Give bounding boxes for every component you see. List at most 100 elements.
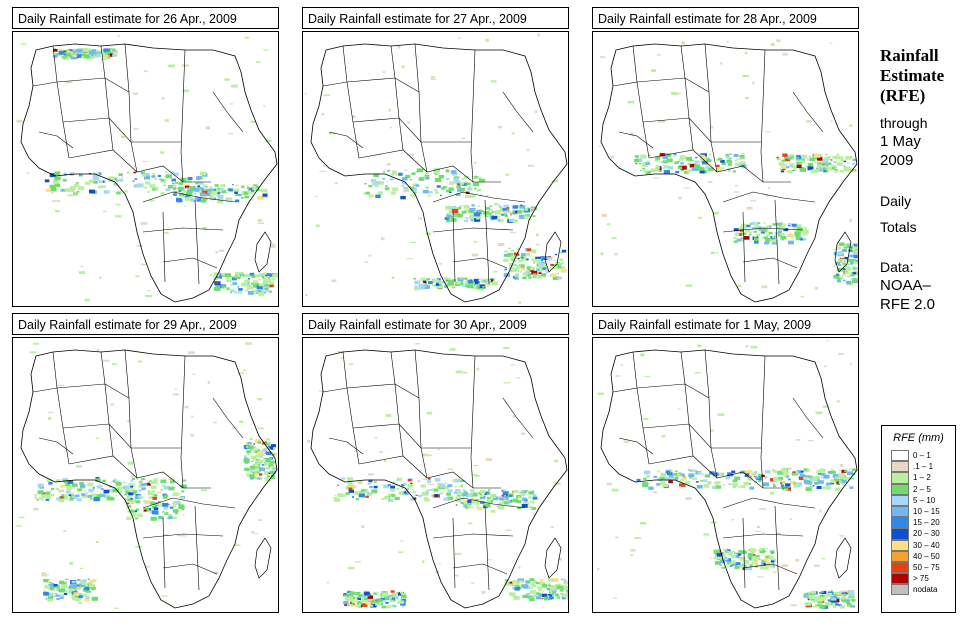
rain-cell xyxy=(244,289,249,292)
rain-cell xyxy=(58,51,65,55)
rain-cell xyxy=(824,153,828,156)
rain-cell xyxy=(103,493,105,495)
rain-cell xyxy=(706,163,711,167)
rain-cell xyxy=(444,281,448,284)
rain-cell xyxy=(245,342,252,345)
rain-cell xyxy=(806,158,809,161)
rain-cell xyxy=(766,234,770,237)
rain-cell xyxy=(430,76,435,79)
legend-item: 0 – 1 xyxy=(891,450,940,462)
rain-cell xyxy=(818,597,825,602)
rain-cell xyxy=(401,487,404,490)
rain-cell xyxy=(117,35,120,37)
rain-cell xyxy=(264,462,270,465)
rain-cell xyxy=(833,594,836,597)
rain-cell xyxy=(834,487,841,491)
rain-cell xyxy=(459,205,463,208)
rain-cell xyxy=(145,295,153,298)
rain-cell xyxy=(539,582,545,586)
rain-cell xyxy=(471,253,479,257)
rain-cell xyxy=(772,483,776,486)
rain-cell xyxy=(735,234,739,237)
rain-cell xyxy=(503,382,511,384)
rain-cell xyxy=(777,230,782,234)
legend-swatch xyxy=(891,505,909,518)
rain-cell xyxy=(771,241,778,245)
rain-cell xyxy=(439,281,443,285)
rain-cell xyxy=(716,164,720,167)
rain-cell xyxy=(739,556,746,561)
rain-cell xyxy=(89,54,95,59)
rain-cell xyxy=(383,600,386,602)
country-border xyxy=(722,497,816,509)
rain-cell xyxy=(684,480,691,485)
rain-cell xyxy=(95,478,101,482)
rain-cell xyxy=(504,214,508,217)
rain-cell xyxy=(352,496,355,498)
rain-cell xyxy=(674,161,679,165)
rain-cell xyxy=(315,196,318,198)
rain-cell xyxy=(652,177,660,179)
rain-cell xyxy=(521,210,524,213)
rain-cell xyxy=(851,477,855,480)
rain-cell xyxy=(355,604,361,608)
rain-cell xyxy=(846,280,852,285)
rain-cell xyxy=(735,162,741,167)
rain-cell xyxy=(357,595,362,599)
rain-cell xyxy=(741,153,744,155)
rain-cell xyxy=(784,157,791,162)
rain-cell xyxy=(119,178,124,182)
rain-cell xyxy=(740,485,746,489)
rain-cell xyxy=(514,587,520,591)
rain-cell xyxy=(124,486,130,490)
rain-cell xyxy=(657,477,662,481)
rain-cell xyxy=(93,497,100,502)
rain-cell xyxy=(814,596,820,600)
rain-cell xyxy=(800,295,804,298)
rain-cell xyxy=(680,165,687,170)
rain-cell xyxy=(466,182,471,186)
rain-cell xyxy=(428,190,433,194)
legend-item: .1 – 1 xyxy=(891,461,940,473)
rain-cell xyxy=(184,405,189,409)
rain-cell xyxy=(836,153,839,155)
rain-cell xyxy=(639,522,647,525)
rain-cell xyxy=(498,125,503,129)
rain-cell xyxy=(43,578,49,583)
rain-cell xyxy=(70,55,78,60)
rain-cell xyxy=(261,449,267,453)
rain-cell xyxy=(765,555,771,559)
rain-cell xyxy=(453,207,459,210)
rain-cell xyxy=(520,204,523,206)
rain-cell xyxy=(660,481,666,485)
rain-cell xyxy=(198,190,203,194)
rain-cell xyxy=(433,279,439,283)
rain-cell xyxy=(750,200,757,202)
rain-cell xyxy=(678,472,682,475)
rain-cell xyxy=(521,268,526,271)
rain-cell xyxy=(343,601,349,605)
rain-cell xyxy=(759,566,765,570)
rain-cell xyxy=(510,215,512,217)
rain-cell xyxy=(180,177,187,182)
rain-cell xyxy=(770,43,775,46)
rain-cell xyxy=(242,369,246,372)
rain-cell xyxy=(529,596,532,599)
country-border xyxy=(704,349,718,479)
rain-cell xyxy=(787,240,794,245)
rain-cell xyxy=(266,273,273,278)
rain-cell xyxy=(850,156,852,158)
rain-cell xyxy=(391,604,395,607)
rain-cell xyxy=(794,231,801,236)
rain-cell xyxy=(840,159,844,162)
rain-cell xyxy=(124,190,128,193)
rain-cell xyxy=(539,579,544,582)
rain-cell xyxy=(109,489,115,493)
rain-cell xyxy=(381,594,386,597)
rain-cell xyxy=(315,224,320,228)
rain-cell xyxy=(271,453,276,456)
rain-cell xyxy=(507,211,513,214)
rain-cell xyxy=(738,565,742,568)
rain-cell xyxy=(384,187,390,191)
rain-cell xyxy=(133,128,139,130)
